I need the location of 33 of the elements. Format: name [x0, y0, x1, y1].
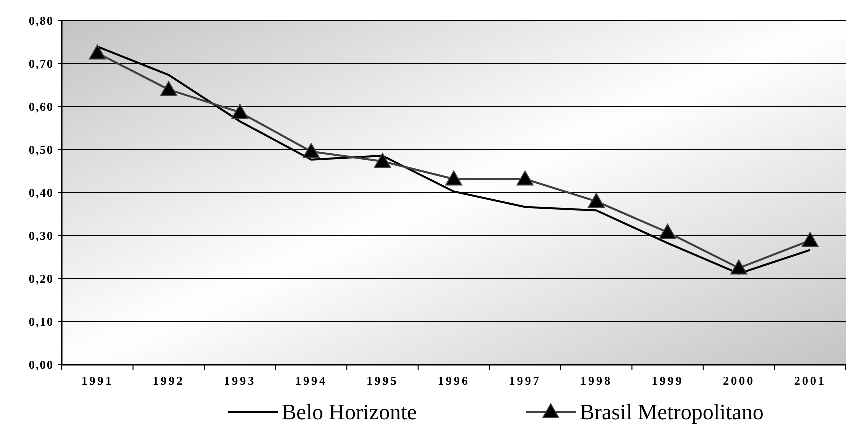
point	[374, 153, 392, 168]
y-tick-label: 0,50	[29, 143, 54, 158]
x-tick-label: 1992	[152, 374, 185, 388]
x-tick-label: 2001	[794, 374, 826, 388]
y-tick-label: 0,20	[29, 272, 54, 286]
y-tick-label: 0,30	[29, 229, 54, 244]
y-tick-label: 0,70	[29, 57, 54, 72]
x-tick-label: 1998	[580, 374, 613, 388]
x-tick-label: 1999	[652, 374, 684, 388]
point	[89, 44, 106, 60]
point	[446, 170, 462, 186]
x-tick-label: 1995	[366, 374, 399, 388]
y-tick-label: 0,60	[29, 100, 54, 114]
point	[232, 104, 249, 120]
x-tick-label: 1994	[295, 374, 328, 388]
x-tick-label: 2000	[723, 374, 756, 388]
point	[516, 170, 534, 186]
y-tick-label: 0,10	[29, 315, 54, 330]
point	[160, 81, 178, 96]
point	[802, 232, 819, 248]
y-tick-label: 0,40	[29, 186, 54, 200]
point	[659, 224, 676, 240]
x-tick-label: 1996	[438, 374, 470, 388]
point	[730, 260, 748, 275]
y-tick-label: 0,00	[29, 358, 54, 372]
x-tick-label: 1993	[224, 374, 256, 388]
point	[302, 143, 320, 158]
x-tick-label: 1991	[82, 374, 114, 388]
x-tick-label: 1997	[509, 374, 542, 388]
legend-label: Belo Horizonte	[282, 400, 418, 425]
legend-label: Brasil Metropolitano	[580, 400, 764, 425]
point	[588, 193, 606, 208]
y-tick-label: 0,80	[29, 14, 54, 28]
